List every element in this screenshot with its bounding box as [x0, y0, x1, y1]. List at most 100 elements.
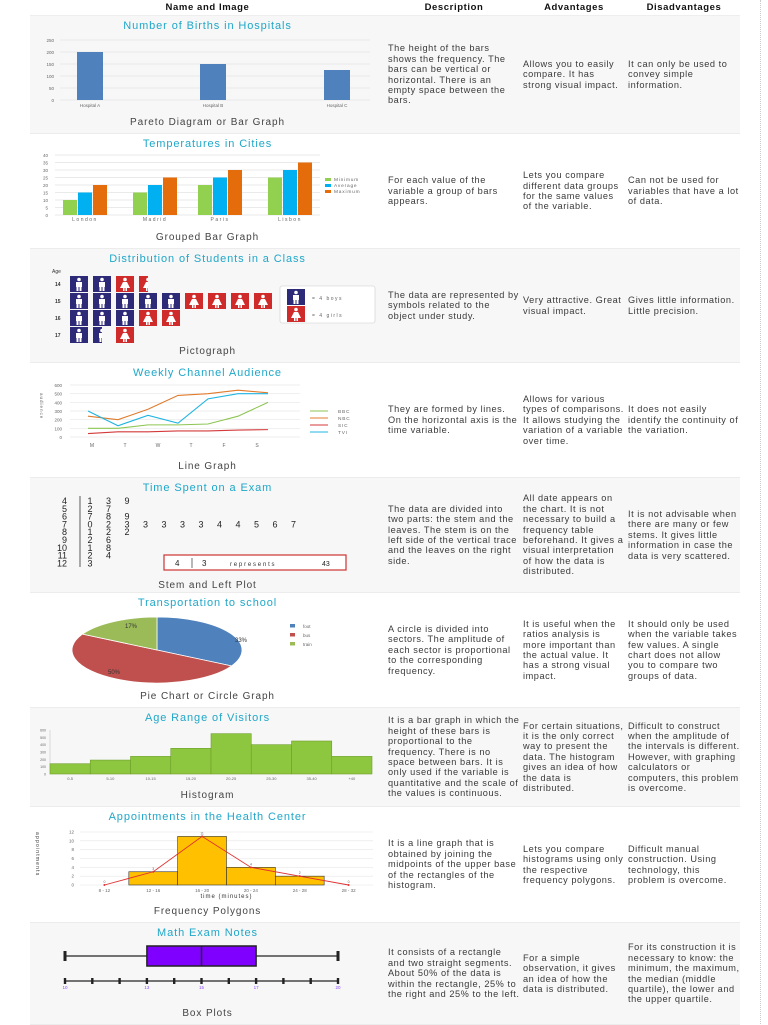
header-advantages: Advantages: [544, 2, 604, 13]
polygon-point: [103, 883, 106, 886]
box-plot-chart: 10 13 15 17 20: [62, 944, 341, 990]
boy-icon: [287, 288, 305, 305]
y-tick-label: 300: [40, 751, 46, 755]
chart-caption: Pareto Diagram or Bar Graph: [130, 117, 285, 128]
icon-leg: [296, 317, 298, 321]
leaf-value: 4: [235, 519, 240, 529]
x-tick-label: 15-20: [186, 776, 197, 781]
boy-icon: [116, 292, 134, 309]
icon-head: [146, 294, 150, 298]
boy-icon-shape: [116, 292, 134, 309]
leaf-value: 7: [291, 519, 296, 529]
y-tick-label: 6: [71, 856, 74, 861]
age-label: 17: [55, 333, 61, 339]
bar-maximum: [163, 177, 177, 215]
x-tick-label: 35-40: [307, 776, 318, 781]
age-label: 15: [55, 299, 61, 305]
pie-slice-foot: [156, 616, 243, 667]
icon-head: [294, 290, 298, 294]
key-value: 43: [322, 561, 330, 568]
icon-leg: [294, 317, 296, 321]
icon-leg: [79, 286, 82, 291]
x-tick-label: T: [123, 443, 126, 449]
bar: [324, 69, 350, 100]
icon-leg: [79, 320, 82, 325]
leaf-value: 0: [87, 519, 92, 529]
icon-dress: [120, 281, 130, 288]
icon-body: [76, 332, 82, 338]
y-tick-label: 10: [43, 198, 49, 203]
y-tick-label: 0: [51, 98, 54, 103]
stem-value: 4: [62, 496, 67, 506]
leaf-value: 3: [143, 519, 148, 529]
pie-slice-bus: [71, 633, 233, 684]
chart-title: Transportation to school: [137, 597, 278, 609]
icon-dress: [143, 281, 148, 288]
min-cap: [63, 950, 67, 961]
icon-leg: [122, 320, 125, 325]
key-text: represents: [230, 562, 276, 568]
legend-swatch: [325, 178, 331, 181]
icon-leg: [123, 338, 125, 342]
bar-minimum: [133, 192, 147, 215]
boy-icon: [70, 326, 88, 343]
legend-label: Maximum: [334, 189, 360, 195]
chart-cell: Distribution of Students in a Class Age 1…: [30, 249, 385, 362]
stem-value: 5: [62, 504, 67, 514]
chart-title: Math Exam Notes: [157, 927, 258, 939]
description-cell: The data are divided into two parts: the…: [388, 503, 517, 566]
boy-icon: [116, 309, 134, 326]
leaf-value: 1: [87, 543, 92, 553]
histogram-bar: [170, 748, 212, 775]
histogram-bar: [210, 733, 252, 775]
icon-body: [122, 315, 128, 321]
chart-cell: Age Range of Visitors 0 100 200 300 400 500 60…: [30, 708, 385, 806]
advantages-cell: Very attractive. Great visual impact.: [523, 295, 622, 316]
chart-caption: Pictograph: [179, 346, 236, 357]
x-tick-label: 25-30: [266, 776, 277, 781]
axis-tick: [227, 977, 230, 984]
y-tick-label: 250: [46, 38, 54, 43]
legend-label: Average: [334, 183, 357, 189]
legend-label: train: [303, 642, 312, 647]
table-header: Name and Image Description Advantages Di…: [30, 0, 740, 16]
histogram-bar: [291, 740, 333, 775]
x-tick-label: 20 - 24: [244, 888, 259, 893]
description-cell: For each value of the variable a group o…: [388, 175, 498, 207]
stem-value: 12: [57, 558, 67, 568]
x-tick-label: 8 - 12: [99, 888, 111, 893]
y-tick-label: 25: [43, 176, 49, 181]
y-tick-label: 50: [49, 86, 55, 91]
x-tick-label: 28 - 32: [342, 888, 357, 893]
description-cell: The data are represented by symbols rela…: [388, 289, 519, 321]
chart-types-table: Name and Image Description Advantages Di…: [30, 0, 740, 1025]
y-tick-label: 35: [43, 161, 49, 166]
y-tick-label: 100: [46, 74, 54, 79]
stem-value: 8: [62, 527, 67, 537]
pie-slice-train: [81, 616, 158, 651]
legend-swatch: [325, 190, 331, 193]
girl-icon: [287, 305, 305, 322]
icon-dress: [143, 315, 153, 322]
line-nbc: [87, 389, 269, 421]
leaf-value: 3: [198, 519, 203, 529]
girl-icon-shape: [139, 275, 148, 292]
y-tick-label: 400: [54, 400, 62, 405]
x-tick-label: 12 - 16: [146, 888, 161, 893]
icon-leg: [146, 321, 148, 325]
boy-icon: [162, 292, 180, 309]
key-box: [163, 554, 347, 571]
boy-icon: [70, 275, 88, 292]
girl-icon: [139, 309, 157, 326]
table-row-bar-graph: Number of Births in Hospitals 0 50 100 150 2…: [30, 16, 740, 134]
x-tick-label: W: [156, 443, 161, 449]
boy-icon-shape: [162, 292, 180, 309]
icon-body: [293, 294, 299, 300]
chart-caption: Histogram: [180, 790, 235, 801]
icon-body: [99, 298, 105, 304]
y-tick-label: 12: [69, 829, 75, 834]
polygon-point: [298, 874, 301, 877]
leaf-value: 2: [87, 504, 92, 514]
table-row-histogram: Age Range of Visitors 0 100 200 300 400 500 60…: [30, 708, 740, 807]
stem-value: 11: [58, 551, 67, 561]
